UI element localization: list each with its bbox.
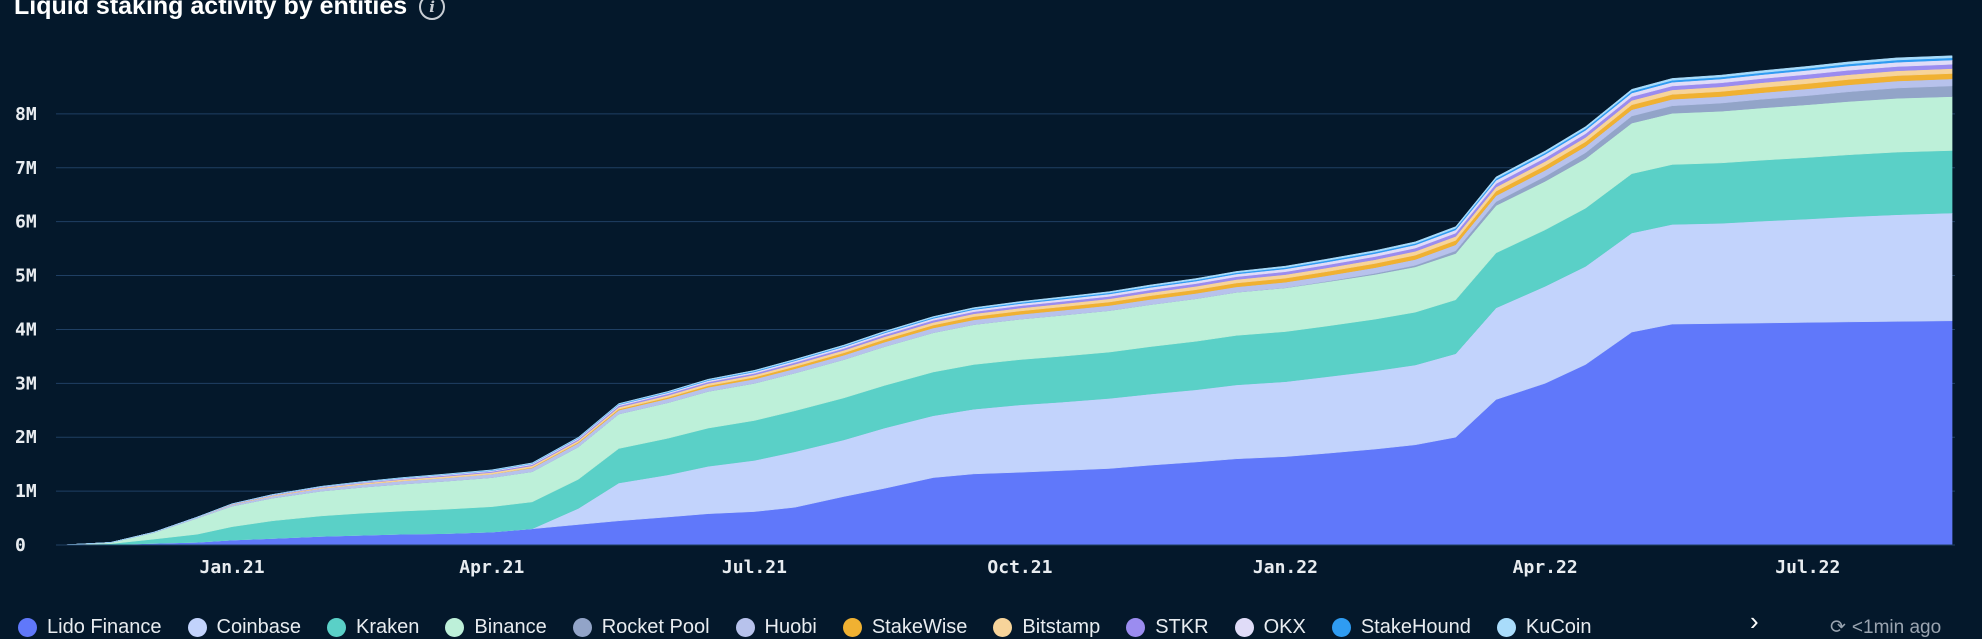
legend-swatch <box>445 618 465 637</box>
x-tick-label: Jan.21 <box>200 557 265 578</box>
chevron-right-icon[interactable]: › <box>1750 606 1759 636</box>
legend-swatch <box>1126 618 1146 637</box>
legend-swatch <box>842 618 862 637</box>
legend-item[interactable]: Huobi <box>735 616 817 639</box>
legend-item[interactable]: STKR <box>1126 616 1209 639</box>
y-tick-label: 2M <box>15 427 37 448</box>
legend-item[interactable]: StakeHound <box>1331 616 1471 639</box>
y-tick-label: 4M <box>15 319 37 340</box>
legend-label: OKX <box>1263 616 1306 638</box>
updated-text: <1min ago <box>1851 616 1942 638</box>
y-tick-label: 1M <box>15 481 37 502</box>
legend-label: Bitstamp <box>1022 616 1101 638</box>
legend-swatch <box>993 618 1013 637</box>
x-tick-label: Jul.21 <box>722 557 787 578</box>
legend-label: Lido Finance <box>47 616 162 638</box>
legend-item[interactable]: Rocket Pool <box>572 616 710 639</box>
legend-swatch <box>572 618 592 637</box>
y-tick-label: 8M <box>15 104 37 125</box>
legend-item[interactable]: StakeWise <box>842 616 968 639</box>
legend-label: StakeHound <box>1360 616 1471 638</box>
legend-label: STKR <box>1155 616 1209 638</box>
legend-item[interactable]: Lido Finance <box>18 616 162 639</box>
y-tick-label: 3M <box>15 373 37 394</box>
legend-swatch <box>1234 618 1254 637</box>
legend-item[interactable]: Bitstamp <box>993 616 1100 639</box>
legend-item[interactable]: Coinbase <box>187 616 302 639</box>
area-series-kucoin[interactable] <box>61 55 1953 546</box>
chart-title-text: Liquid staking activity by entities <box>14 0 408 20</box>
x-tick-label: Jan.22 <box>1253 557 1318 578</box>
y-tick-label: 0 <box>15 535 26 556</box>
legend-swatch <box>187 618 207 637</box>
x-tick-label: Jul.22 <box>1775 557 1840 578</box>
legend-swatch <box>327 618 347 637</box>
last-updated: ⟳ <1min ago <box>1830 616 1941 639</box>
y-tick-label: 5M <box>15 266 37 287</box>
legend-swatch <box>1331 618 1351 637</box>
legend-label: KuCoin <box>1525 616 1592 638</box>
x-tick-label: Apr.21 <box>459 557 524 578</box>
legend-item[interactable]: KuCoin <box>1496 616 1592 639</box>
legend-label: Kraken <box>356 616 420 638</box>
legend-item[interactable]: Kraken <box>327 616 419 639</box>
legend-item[interactable]: Binance <box>445 616 547 639</box>
info-icon[interactable]: i <box>419 0 446 20</box>
legend-label: Coinbase <box>216 616 302 638</box>
legend-swatch <box>18 618 37 637</box>
legend-label: Huobi <box>764 616 817 638</box>
y-tick-label: 7M <box>15 158 37 179</box>
legend-swatch <box>1496 618 1516 637</box>
y-tick-label: 6M <box>15 212 37 233</box>
chart-legend: Lido Finance Coinbase Kraken Binance Rocket … <box>18 616 1592 639</box>
x-tick-label: Apr.22 <box>1513 557 1578 578</box>
chart-title: Liquid staking activity by entities i <box>14 0 446 21</box>
refresh-icon[interactable]: ⟳ <box>1830 617 1846 638</box>
legend-swatch <box>735 618 755 637</box>
legend-label: Binance <box>474 616 547 638</box>
legend-item[interactable]: OKX <box>1234 616 1306 639</box>
legend-label: Rocket Pool <box>601 616 710 638</box>
legend-label: StakeWise <box>871 616 968 638</box>
x-tick-label: Oct.21 <box>987 557 1052 578</box>
